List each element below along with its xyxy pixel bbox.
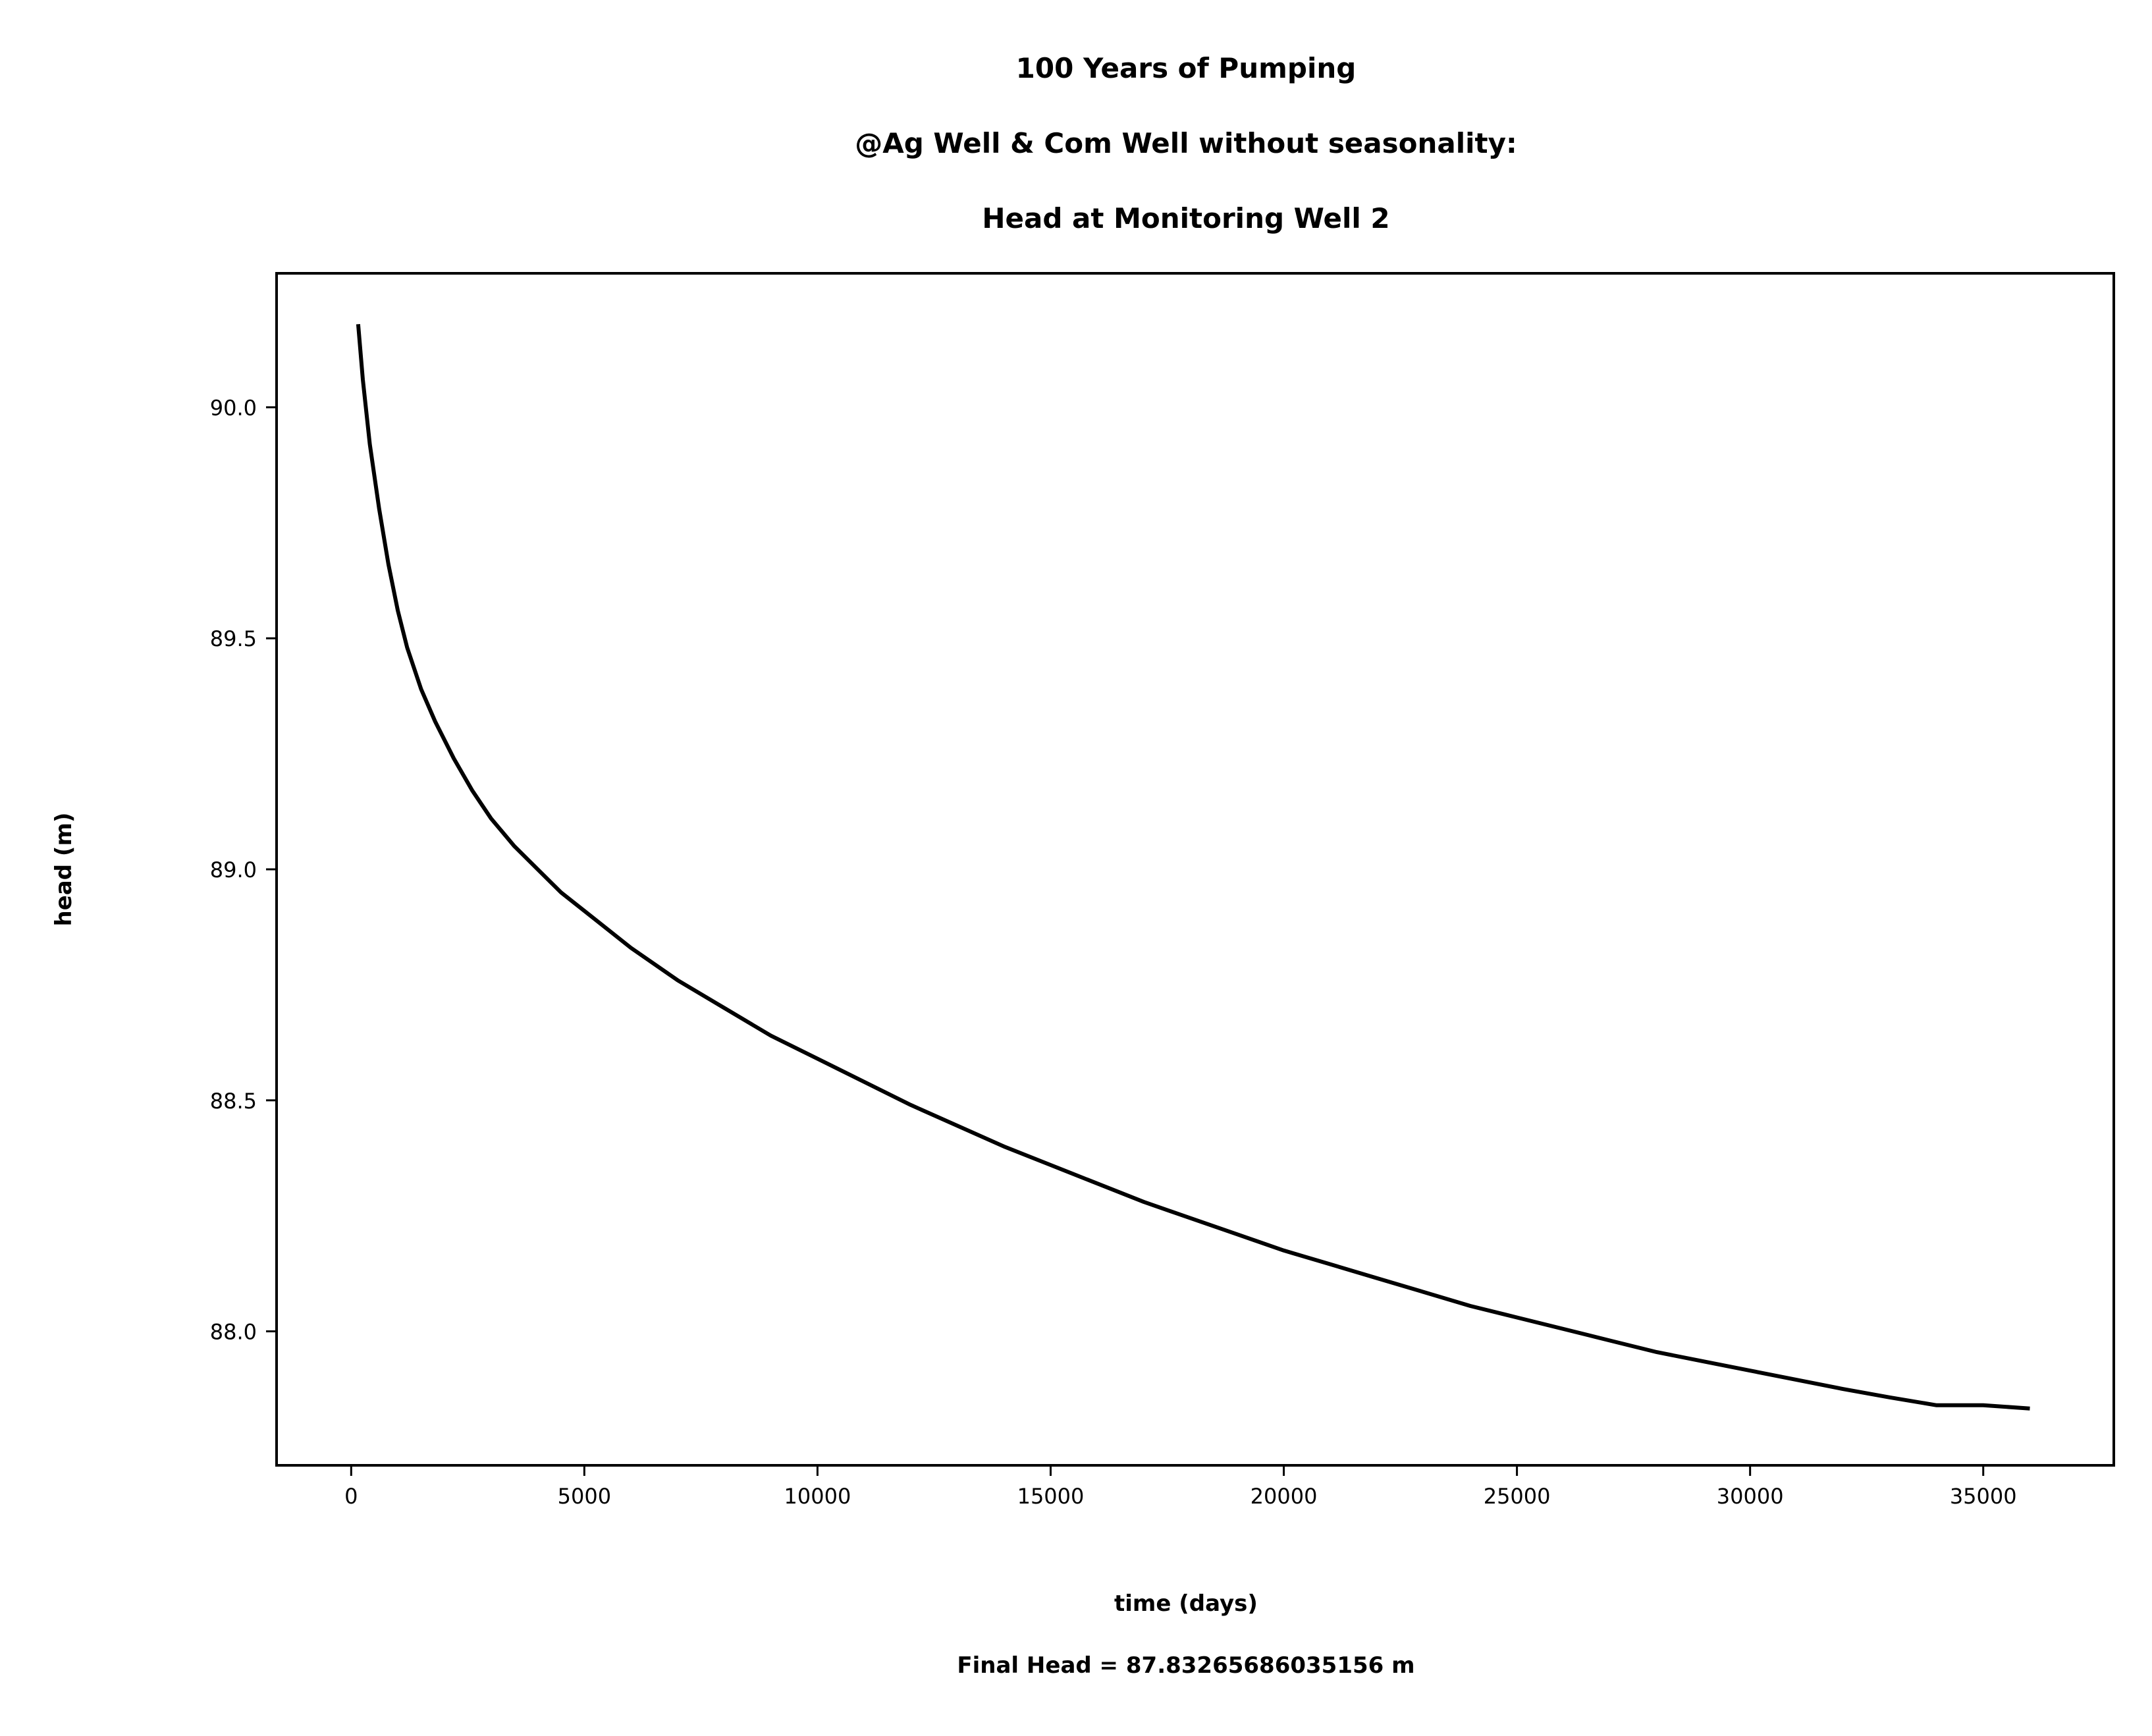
chart-title-line-2: @Ag Well & Com Well without seasonality: [855, 127, 1517, 159]
plot-area-frame [275, 272, 2115, 1467]
chart-title-line-3: Head at Monitoring Well 2 [982, 202, 1389, 234]
x-tick-label: 35000 [1950, 1484, 2017, 1509]
x-tick-label: 25000 [1484, 1484, 1551, 1509]
series-line-head [356, 323, 2030, 1411]
y-axis-ticks: 88.0 88.5 89.0 89.5 90.0 [210, 395, 277, 1345]
y-axis-label: head (m) [51, 813, 77, 927]
y-tick-label: 90.0 [210, 395, 257, 420]
x-axis-ticks: 0 5000 10000 15000 20000 25000 30000 35000 [344, 1465, 2017, 1509]
x-tick-label: 5000 [558, 1484, 611, 1509]
x-tick-label: 0 [344, 1484, 358, 1509]
x-tick-label: 20000 [1251, 1484, 1318, 1509]
y-tick-label: 88.0 [210, 1320, 257, 1345]
x-tick-label: 15000 [1017, 1484, 1085, 1509]
final-head-note: Final Head = 87.83265686035156 m [957, 1652, 1414, 1679]
y-tick-label: 88.5 [210, 1089, 257, 1114]
y-tick-label: 89.0 [210, 857, 257, 882]
x-tick-label: 10000 [784, 1484, 851, 1509]
x-axis-label: time (days) [1114, 1590, 1258, 1617]
chart-title-line-1: 100 Years of Pumping [1016, 52, 1357, 84]
x-tick-label: 30000 [1717, 1484, 1784, 1509]
y-tick-label: 89.5 [210, 626, 257, 651]
